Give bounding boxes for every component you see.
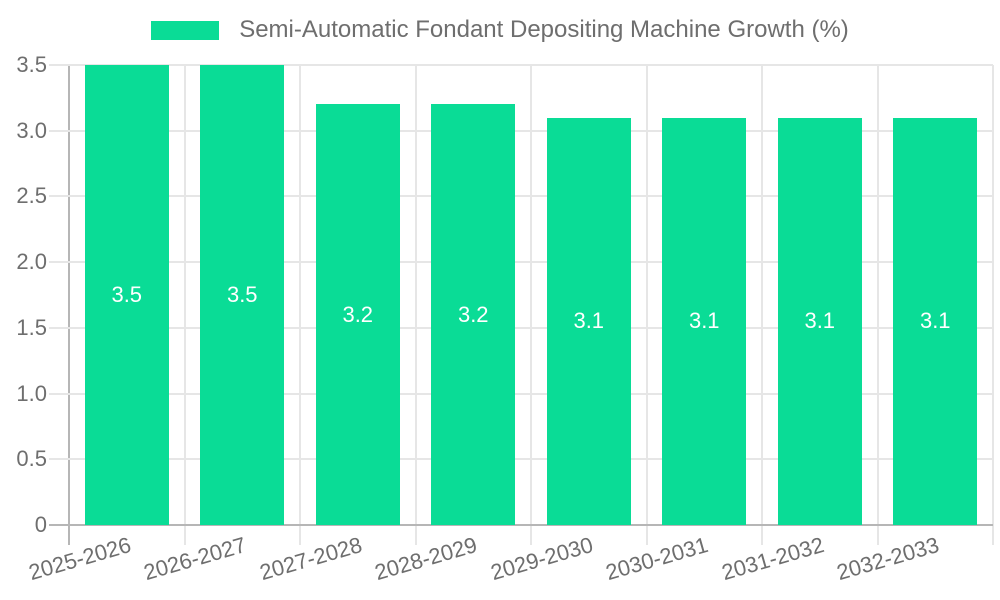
gridline-h bbox=[69, 195, 993, 198]
y-tick-label: 3.0 bbox=[16, 117, 47, 143]
legend-label: Semi-Automatic Fondant Depositing Machin… bbox=[239, 16, 849, 43]
bar[interactable] bbox=[546, 117, 631, 525]
gridline-v bbox=[530, 65, 532, 545]
y-tick-mark bbox=[49, 129, 69, 132]
gridline-h bbox=[69, 392, 993, 395]
bar-value-label: 3.1 bbox=[573, 308, 605, 334]
y-tick-mark bbox=[49, 195, 69, 198]
y-tick-mark bbox=[49, 392, 69, 395]
gridline-v bbox=[761, 65, 763, 545]
y-tick-mark bbox=[49, 458, 69, 461]
gridline-h bbox=[69, 129, 993, 132]
y-tick-label: 1.5 bbox=[16, 314, 47, 340]
x-tick-label: 2031-2032 bbox=[718, 532, 827, 586]
gridline-v bbox=[645, 65, 648, 545]
gridline-v bbox=[414, 65, 417, 545]
gridline-h bbox=[69, 458, 993, 461]
bar-value-label: 3.5 bbox=[226, 282, 258, 307]
bar-value-label: 3.2 bbox=[342, 301, 374, 327]
gridline-v bbox=[183, 65, 186, 545]
bar-value-label: 3.1 bbox=[688, 308, 720, 334]
y-tick-label: 2.5 bbox=[16, 183, 47, 209]
x-tick-label: 2025-2026 bbox=[25, 532, 134, 586]
gridline-h bbox=[69, 64, 993, 66]
bar-value-label: 3.1 bbox=[919, 308, 951, 334]
x-tick-label: 2028-2029 bbox=[371, 532, 480, 586]
legend-item[interactable]: Semi-Automatic Fondant Depositing Machin… bbox=[151, 16, 849, 44]
bar[interactable] bbox=[777, 117, 862, 525]
y-tick-label: 2.0 bbox=[16, 249, 47, 275]
gridline-v bbox=[992, 65, 994, 545]
legend: Semi-Automatic Fondant Depositing Machin… bbox=[0, 16, 1000, 44]
gridline-h bbox=[69, 261, 993, 264]
bar-value-label: 3.1 bbox=[804, 308, 836, 334]
x-tick-label: 2029-2030 bbox=[487, 532, 596, 586]
x-tick-label: 2032-2033 bbox=[833, 532, 942, 586]
gridline-h bbox=[69, 326, 993, 329]
x-axis-line bbox=[49, 524, 993, 526]
y-tick-label: 3.5 bbox=[16, 52, 47, 77]
y-axis-line bbox=[68, 65, 70, 545]
y-tick-mark bbox=[49, 64, 69, 66]
bar[interactable] bbox=[893, 117, 978, 525]
bar[interactable] bbox=[200, 65, 285, 525]
bar[interactable] bbox=[431, 104, 516, 525]
y-tick-label: 0.5 bbox=[16, 446, 47, 472]
bar[interactable] bbox=[315, 104, 400, 525]
y-tick-mark bbox=[49, 326, 69, 329]
legend-swatch-icon bbox=[151, 20, 220, 40]
x-tick-label: 2026-2027 bbox=[140, 532, 249, 586]
y-tick-label: 1.0 bbox=[16, 380, 47, 406]
y-tick-label: 0 bbox=[34, 512, 47, 537]
gridline-v bbox=[876, 65, 879, 545]
gridline-v bbox=[299, 65, 301, 545]
x-tick-label: 2030-2031 bbox=[602, 532, 711, 586]
x-tick-label: 2027-2028 bbox=[256, 532, 365, 586]
bar-value-label: 3.5 bbox=[111, 282, 143, 307]
bar[interactable] bbox=[84, 65, 169, 525]
y-tick-mark bbox=[49, 261, 69, 264]
bar[interactable] bbox=[662, 117, 747, 525]
bar-value-label: 3.2 bbox=[457, 301, 489, 327]
